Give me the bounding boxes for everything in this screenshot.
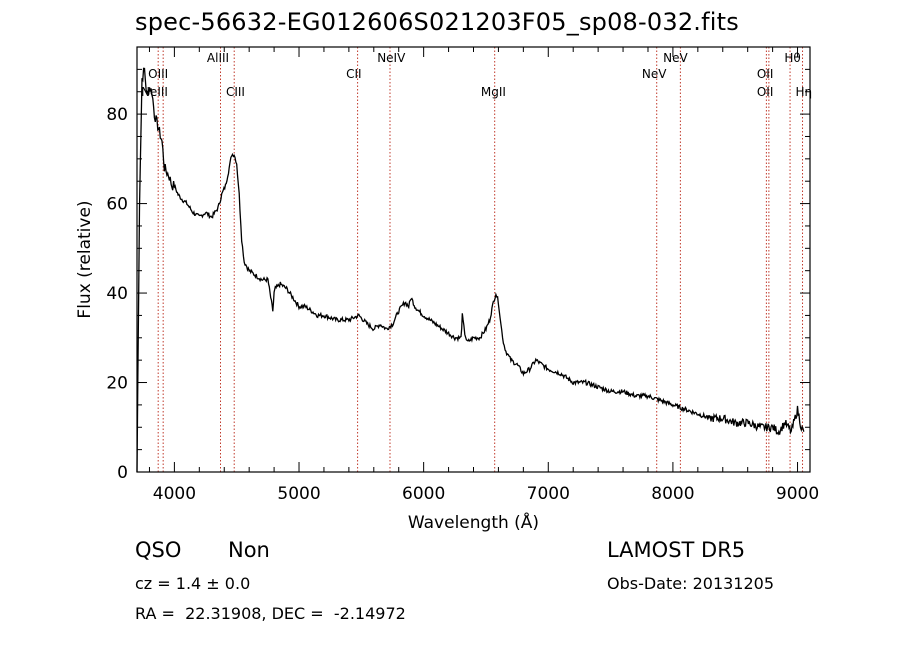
x-axis-ticks: 4000 5000 6000 7000 8000 9000 bbox=[148, 47, 819, 504]
y-tick-label: 80 bbox=[106, 105, 128, 125]
y-axis-label: Flux (relative) bbox=[75, 200, 95, 318]
y-tick-label: 40 bbox=[106, 284, 128, 304]
emission-line-labels: AlIII NeIV NeV Hθ OIII CII NeV OII NeIII CIII MgII… bbox=[141, 51, 812, 99]
x-tick-label: 9000 bbox=[776, 484, 819, 504]
emission-label: NeIV bbox=[377, 51, 406, 65]
plot-frame bbox=[136, 46, 811, 473]
emission-label: NeIII bbox=[141, 85, 168, 99]
x-tick-label: 5000 bbox=[277, 484, 320, 504]
x-tick-label: 4000 bbox=[153, 484, 196, 504]
emission-label: OII bbox=[757, 85, 774, 99]
redshift-info: cz = 1.4 ± 0.0 bbox=[135, 574, 251, 593]
survey-name: LAMOST DR5 bbox=[607, 538, 746, 562]
object-subclass: Non bbox=[228, 538, 270, 562]
emission-label: Hη bbox=[795, 85, 812, 99]
emission-label: MgII bbox=[481, 85, 506, 99]
emission-label: OII bbox=[757, 67, 774, 81]
emission-label: CII bbox=[346, 67, 361, 81]
emission-label: OIII bbox=[148, 67, 168, 81]
y-axis-ticks: 0 20 40 60 80 bbox=[106, 68, 810, 483]
emission-line-markers bbox=[157, 47, 804, 472]
object-class: QSO bbox=[135, 538, 182, 562]
observation-date: Obs-Date: 20131205 bbox=[607, 574, 775, 593]
emission-label: NeV bbox=[642, 67, 667, 81]
x-tick-label: 8000 bbox=[651, 484, 694, 504]
x-axis-label: Wavelength (Å) bbox=[408, 511, 539, 533]
spectrum-line bbox=[136, 67, 805, 473]
y-tick-label: 20 bbox=[106, 374, 128, 394]
x-tick-label: 7000 bbox=[527, 484, 570, 504]
emission-label: CIII bbox=[226, 85, 245, 99]
emission-label: Hθ bbox=[784, 51, 800, 65]
x-tick-label: 6000 bbox=[402, 484, 445, 504]
y-tick-label: 0 bbox=[117, 463, 128, 483]
emission-label: NeV bbox=[663, 51, 688, 65]
coordinates-info: RA = 22.31908, DEC = -2.14972 bbox=[135, 604, 406, 623]
chart-title: spec-56632-EG012606S021203F05_sp08-032.f… bbox=[135, 8, 739, 36]
y-tick-label: 60 bbox=[106, 195, 128, 215]
emission-label: AlIII bbox=[207, 51, 229, 65]
